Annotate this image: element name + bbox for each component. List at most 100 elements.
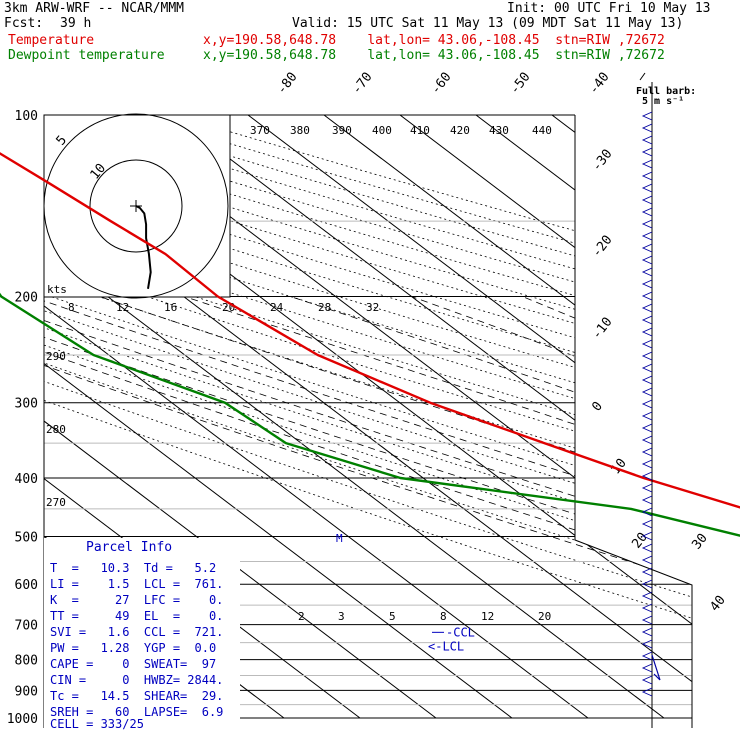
isotherm-tick-label: -60	[428, 70, 454, 98]
hodograph-units-label: kts	[47, 283, 67, 296]
parcel-row: K = 27 LFC = 0.	[50, 593, 224, 607]
mixing-ratio-label: 8	[440, 610, 447, 623]
dry-adiabat-label: 370	[250, 124, 270, 137]
wind-barb	[641, 207, 653, 217]
dry-adiabat-line	[44, 115, 692, 728]
wind-barb	[641, 195, 653, 205]
moist-adiabat-line	[290, 296, 692, 719]
wind-barb	[641, 555, 653, 565]
isotherm-tick-label: -20	[589, 233, 615, 261]
lcl-label: <-LCL	[428, 639, 464, 653]
hodograph-axis-label: 24	[270, 301, 284, 314]
wind-barb	[641, 411, 653, 421]
mixing-ratio-label: 2	[298, 610, 305, 623]
wind-barb	[641, 603, 653, 613]
parcel-row: Tc = 14.5 SHEAR= 29.	[50, 689, 224, 703]
dry-adiabat-label: 390	[332, 124, 352, 137]
parcel-row: TT = 49 EL = 0.	[50, 609, 224, 623]
m-marker-label: M	[336, 532, 343, 545]
ccl-label: -CCL	[446, 625, 475, 639]
hodograph-axis-label: 8	[68, 301, 75, 314]
wind-barb	[641, 519, 653, 529]
pressure-tick-label: 200	[15, 291, 38, 306]
moist-adiabat-line	[411, 296, 692, 719]
isotherm-line	[44, 115, 665, 719]
mixing-ratio-label: 12	[481, 610, 494, 623]
isotherm-line	[475, 115, 692, 719]
wind-barb	[641, 303, 653, 313]
wind-barb	[641, 375, 653, 385]
isotherm-line	[551, 115, 692, 719]
dry-adiabat-label: 430	[489, 124, 509, 137]
wind-barb	[641, 279, 653, 289]
wind-barb	[641, 231, 653, 241]
wind-barb	[641, 663, 653, 673]
dewpoint-legend: Dewpoint temperature	[8, 48, 165, 63]
wind-barb	[641, 351, 653, 361]
isotherm-tick-label: 30	[689, 531, 710, 553]
hodograph-axis-label: 28	[318, 301, 331, 314]
wind-barb	[641, 675, 653, 685]
wind-barb	[641, 579, 653, 589]
dewpoint-line	[0, 292, 740, 537]
parcel-row: SREH = 60 LAPSE= 6.9	[50, 705, 224, 719]
isotherm-tick-label: -40	[586, 70, 612, 98]
parcel-row: PW = 1.28 YGP = 0.0	[50, 641, 217, 655]
wind-barb	[641, 387, 653, 397]
dry-adiabat-label: 280	[46, 423, 66, 436]
parcel-row: SVI = 1.6 CCL = 721.	[50, 625, 224, 639]
isotherm-tick-label: 40	[707, 593, 728, 615]
hodograph-ring	[43, 113, 229, 299]
parcel-row: CELL = 333/25	[50, 717, 144, 731]
mixing-ratio-label: 5	[389, 610, 396, 623]
plot-right-edge	[574, 115, 693, 728]
wind-barb	[641, 687, 653, 697]
parcel-row: T = 10.3 Td = 5.2	[50, 561, 217, 575]
pressure-tick-label: 500	[15, 530, 38, 545]
barb-header-label: Full barb:	[636, 86, 696, 97]
dry-adiabat-label: 290	[46, 350, 66, 363]
wind-barb	[641, 399, 653, 409]
wind-barb	[641, 183, 653, 193]
init-time: Init: 00 UTC Fri 10 May 13	[507, 1, 711, 16]
dry-adiabat-label: 440	[532, 124, 552, 137]
isotherm-line	[323, 115, 692, 719]
wind-barb	[641, 567, 653, 577]
wind-barb	[641, 471, 653, 481]
moist-adiabat-line	[522, 296, 692, 719]
wind-barb	[641, 171, 653, 181]
moist-adiabat-line	[44, 296, 692, 719]
hodograph-trace	[135, 205, 152, 289]
forecast-hour: 39 h	[60, 16, 92, 31]
pressure-tick-label: 1000	[7, 712, 38, 727]
wind-barb	[641, 267, 653, 277]
wind-barb	[641, 543, 653, 553]
pressure-tick-label: 700	[15, 619, 38, 634]
wind-barb	[641, 483, 653, 493]
parcel-row: LI = 1.5 LCL = 761.	[50, 577, 224, 591]
wind-barb	[651, 654, 661, 681]
mixing-ratio-label: 3	[338, 610, 345, 623]
parcel-info-title: Parcel Info	[86, 540, 173, 555]
temperature-line	[0, 152, 740, 509]
wind-barb	[641, 135, 653, 145]
dry-adiabat-label: 400	[372, 124, 392, 137]
wind-barb	[641, 291, 653, 301]
moist-adiabat-line	[609, 296, 692, 719]
isotherm-tick-label: 0	[589, 399, 606, 414]
parcel-info-panel: Parcel Info T = 10.3 Td = 5.2 LI = 1.5 L…	[44, 538, 240, 731]
forecast-label: Fcst:	[4, 16, 44, 31]
dry-adiabat-label: 380	[290, 124, 310, 137]
hodograph-ring	[89, 159, 183, 253]
temperature-location: x,y=190.58,648.78 lat,lon= 43.06,-108.45…	[203, 33, 665, 48]
isotherm-tick-label: -30	[589, 147, 615, 175]
wind-barb	[641, 459, 653, 469]
wind-barb	[641, 327, 653, 337]
pressure-tick-label: 600	[15, 578, 38, 593]
wind-barb	[641, 219, 653, 229]
pressure-tick-label: 400	[15, 472, 38, 487]
wind-barb	[641, 255, 653, 265]
valid-time: Valid: 15 UTC Sat 11 May 13 (09 MDT Sat …	[292, 16, 684, 31]
wind-barb	[641, 651, 653, 661]
